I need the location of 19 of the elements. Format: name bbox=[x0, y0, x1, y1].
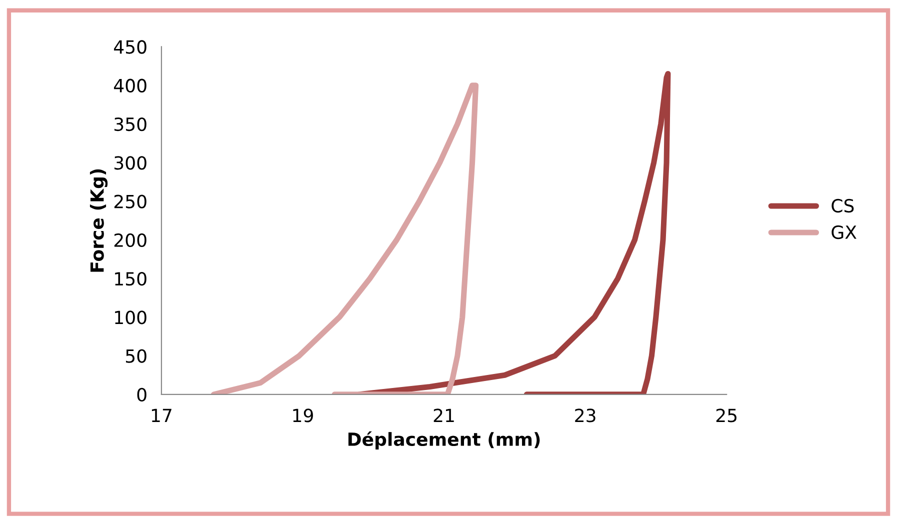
y-tick-label: 450 bbox=[114, 40, 146, 54]
legend-label: CS bbox=[832, 198, 854, 213]
y-tick-label: 50 bbox=[126, 349, 146, 363]
x-axis-title: Déplacement (mm) bbox=[348, 431, 540, 450]
y-tick-label: 200 bbox=[114, 233, 146, 248]
x-tick-label: 25 bbox=[716, 408, 736, 422]
y-tick-label: 400 bbox=[114, 78, 146, 92]
x-tick-label: 19 bbox=[293, 408, 313, 422]
x-tick-label: 23 bbox=[575, 408, 596, 422]
y-axis-title: Force (Kg) bbox=[90, 169, 108, 272]
y-tick-label: 250 bbox=[114, 194, 146, 208]
legend-label: GX bbox=[832, 225, 856, 240]
y-tick-label: 100 bbox=[115, 310, 146, 324]
y-tick-label: 350 bbox=[114, 117, 146, 132]
y-tick-label: 300 bbox=[114, 156, 146, 170]
x-tick-label: 17 bbox=[152, 408, 172, 422]
y-tick-label: 0 bbox=[137, 388, 146, 402]
y-tick-label: 150 bbox=[115, 272, 146, 286]
x-tick-label: 21 bbox=[434, 408, 454, 422]
